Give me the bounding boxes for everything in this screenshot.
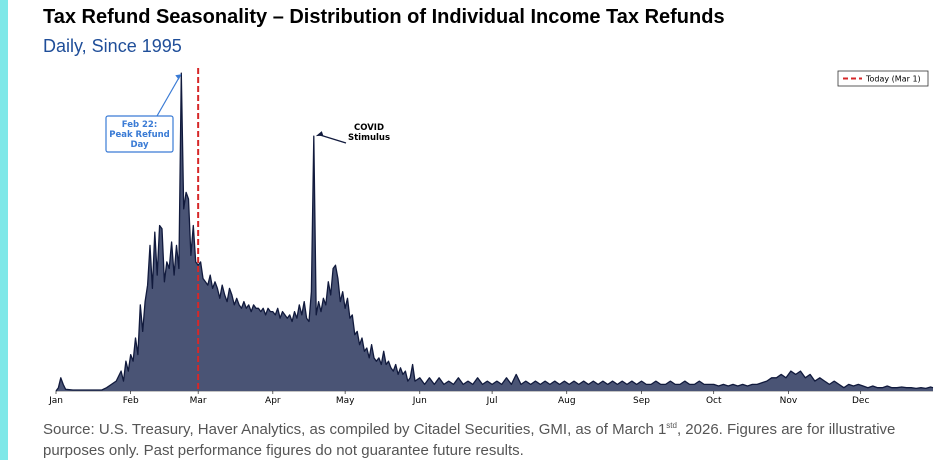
area-series-fill <box>56 73 933 391</box>
x-tick-label: Dec <box>852 396 869 406</box>
covid-annotation-arrowhead <box>315 131 324 137</box>
peak-annotation-box <box>105 115 174 153</box>
area-series-line <box>55 72 934 392</box>
x-tick-label: Aug <box>558 396 576 406</box>
covid-annotation-text: COVID <box>354 123 384 133</box>
x-tick-label: Feb <box>123 396 139 406</box>
x-tick-label: Mar <box>190 396 207 406</box>
x-tick-label: Sep <box>633 396 650 406</box>
x-tick-label: Jun <box>412 396 427 406</box>
covid-annotation-arrow <box>318 134 347 144</box>
peak-annotation-text: Peak Refund <box>109 130 170 140</box>
x-tick-label: Nov <box>780 396 798 406</box>
accent-bar <box>0 0 8 460</box>
x-tick-label: Oct <box>706 396 722 406</box>
source-text-continued: , 2026. Figures are for illustrative pur… <box>43 421 896 459</box>
page-title: Tax Refund Seasonality – Distribution of… <box>43 6 725 28</box>
source-note: Source: U.S. Treasury, Haver Analytics, … <box>43 415 923 461</box>
legend-box <box>837 70 929 87</box>
chart-area <box>55 72 934 392</box>
x-tick-label: Apr <box>265 396 281 406</box>
chart-x-axis: Jan Feb Mar Apr May Jun Jul Aug Sep Oct Nov Dec <box>48 391 933 406</box>
legend: Today (Mar 1) <box>837 70 929 87</box>
legend-label: Today (Mar 1) <box>865 75 921 84</box>
peak-annotation-text: Day <box>130 140 149 150</box>
covid-annotation-text: Stimulus <box>348 133 390 143</box>
peak-annotation-arrowhead <box>175 74 182 80</box>
x-tick-label: Jul <box>486 396 498 406</box>
source-text: Source: U.S. Treasury, Haver Analytics, … <box>43 421 667 438</box>
x-tick-label: May <box>336 396 355 406</box>
peak-annotation-text: Feb 22: <box>122 120 158 130</box>
source-superscript: std <box>666 421 677 430</box>
x-tick-label: Jan <box>48 396 63 406</box>
peak-annotation-arrow <box>156 75 181 117</box>
chart: Jan Feb Mar Apr May Jun Jul Aug Sep Oct Nov Dec Tod… <box>48 68 934 406</box>
page-subtitle: Daily, Since 1995 <box>43 36 182 56</box>
